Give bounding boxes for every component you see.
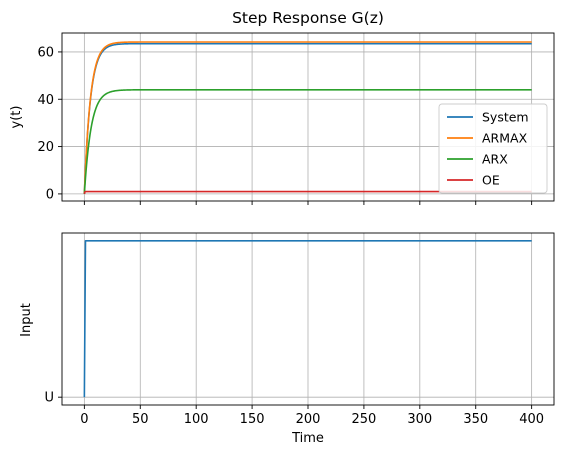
x-tick-label: 300: [407, 412, 432, 427]
legend-label-oe: OE: [482, 173, 500, 188]
bottom-axes-series: [83, 240, 532, 398]
top-axes-series: [83, 41, 532, 195]
legend-entries: System ARMAX ARX OE: [447, 110, 529, 188]
x-tick-label: 250: [351, 412, 376, 427]
top-chart-title: Step Response G(z): [232, 9, 384, 27]
x-tick-label: 150: [240, 412, 265, 427]
top-y-axis-label: y(t): [9, 106, 24, 129]
legend: System ARMAX ARX OE: [438, 103, 548, 194]
x-tick-label: 100: [184, 412, 209, 427]
legend-label-armax: ARMAX: [482, 131, 528, 146]
series-line-system: [83, 42, 532, 194]
y-tick-label: 60: [37, 45, 54, 60]
y-tick-label: U: [44, 391, 54, 406]
x-tick-label: 50: [132, 412, 149, 427]
y-tick-label: 20: [37, 140, 54, 155]
legend-label-arx: ARX: [482, 152, 508, 167]
y-tick-label: 40: [37, 93, 54, 108]
top-axes-ticks: 0 20 40 60: [37, 45, 533, 205]
series-line-arx: [83, 88, 532, 194]
x-tick-label: 400: [519, 412, 544, 427]
series-line-oe: [83, 190, 532, 195]
bottom-y-axis-label: Input: [19, 303, 34, 337]
bottom-axes-ticks: 0 50 100 150 200 250 300 350 400 U: [44, 391, 544, 427]
legend-box: [438, 103, 548, 194]
bottom-axes-grid: [62, 233, 554, 405]
x-tick-label: 200: [296, 412, 321, 427]
top-axes: 0 20 40 60 Step Response G(z) y(t) System AR…: [9, 9, 555, 205]
x-tick-label: 350: [463, 412, 488, 427]
x-axis-label: Time: [291, 431, 324, 446]
legend-label-system: System: [482, 110, 529, 125]
series-line-armax: [83, 41, 532, 194]
y-tick-label: 0: [46, 187, 54, 202]
x-tick-label: 0: [80, 412, 88, 427]
bottom-axes: 0 50 100 150 200 250 300 350 400 U Time Input: [19, 232, 555, 446]
series-line-input: [83, 240, 532, 398]
